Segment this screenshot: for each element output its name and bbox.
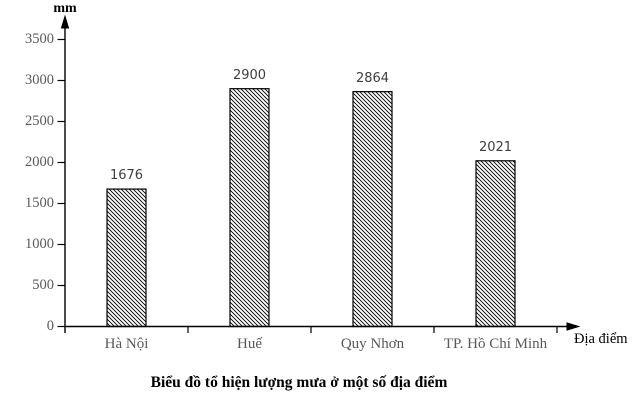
x-axis-arrowhead (566, 322, 581, 331)
x-category-label: Hà Nội (104, 336, 149, 352)
y-tick-label: 2000 (25, 154, 54, 170)
x-category-label: Quy Nhơn (340, 336, 405, 352)
y-tick-label: 500 (32, 277, 54, 293)
bar-value-label: 2900 (232, 67, 267, 83)
y-tick-label: 0 (46, 318, 54, 334)
y-tick-label: 2500 (25, 113, 54, 129)
y-tick-label: 3000 (25, 72, 54, 88)
y-axis-title: mm (53, 1, 77, 16)
bar-value-label: 2864 (355, 70, 390, 86)
x-category-label: Huế (237, 336, 262, 352)
x-axis-title: Địa điểm (574, 331, 628, 347)
bar-value-label: 1676 (109, 168, 144, 184)
bar-0 (106, 188, 147, 328)
y-tick-label: 1000 (25, 236, 54, 252)
bar-1 (229, 88, 270, 328)
bar-2 (352, 91, 393, 328)
x-category-label: TP. Hồ Chí Minh (443, 336, 548, 352)
chart-title: Biểu đồ tổ hiện lượng mưa ở một số địa đ… (150, 374, 448, 391)
bar-3 (475, 160, 516, 328)
y-tick-label: 3500 (25, 31, 54, 47)
y-axis-arrowhead (60, 14, 70, 29)
y-tick-label: 1500 (25, 195, 54, 211)
bar-value-label: 2021 (478, 139, 513, 155)
